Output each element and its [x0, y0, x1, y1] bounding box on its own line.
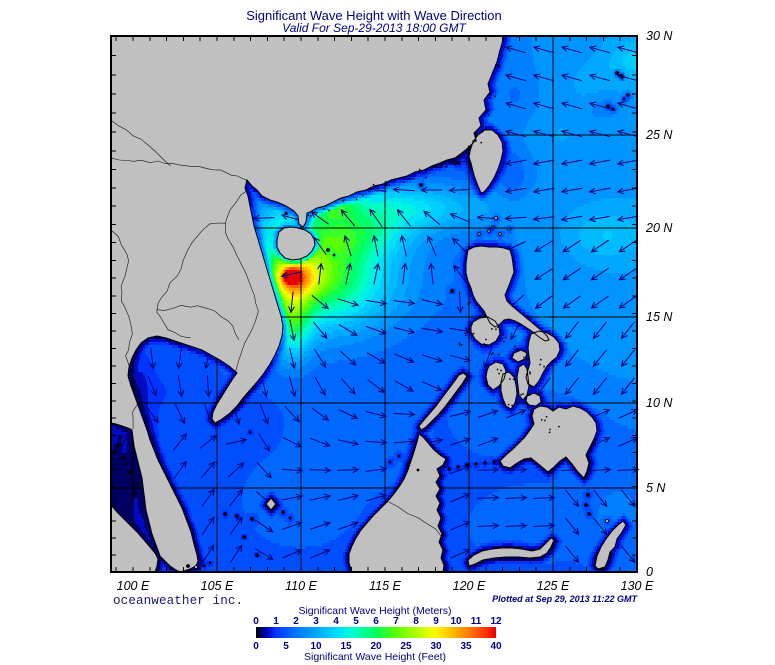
svg-text:40: 40: [490, 641, 502, 652]
svg-text:8: 8: [413, 616, 419, 627]
svg-text:5 N: 5 N: [646, 481, 666, 495]
svg-text:15: 15: [340, 641, 352, 652]
svg-text:9: 9: [433, 616, 439, 627]
svg-text:30 N: 30 N: [646, 29, 673, 43]
svg-text:6: 6: [373, 616, 379, 627]
svg-text:120 E: 120 E: [453, 579, 486, 593]
svg-text:100 E: 100 E: [117, 579, 150, 593]
svg-text:125 E: 125 E: [537, 579, 570, 593]
svg-text:105 E: 105 E: [201, 579, 234, 593]
svg-text:3: 3: [313, 616, 319, 627]
svg-text:Valid For Sep-29-2013 18:00 GM: Valid For Sep-29-2013 18:00 GMT: [282, 21, 467, 35]
svg-text:35: 35: [460, 641, 472, 652]
svg-text:15 N: 15 N: [646, 310, 673, 324]
svg-text:12: 12: [490, 616, 502, 627]
svg-text:0: 0: [253, 641, 259, 652]
svg-text:11: 11: [471, 616, 482, 627]
svg-text:115 E: 115 E: [369, 579, 401, 593]
svg-text:4: 4: [333, 616, 339, 627]
svg-text:Significant Wave Height (Meter: Significant Wave Height (Meters): [298, 605, 451, 617]
svg-text:30: 30: [430, 641, 442, 652]
svg-text:10 N: 10 N: [646, 396, 673, 410]
svg-text:1: 1: [273, 616, 279, 627]
svg-text:2: 2: [293, 616, 299, 627]
svg-text:oceanweather inc.: oceanweather inc.: [113, 594, 243, 608]
svg-text:0: 0: [646, 565, 653, 579]
svg-text:10: 10: [310, 641, 322, 652]
svg-text:Significant Wave Height (Feet): Significant Wave Height (Feet): [304, 651, 446, 663]
svg-text:130 E: 130 E: [621, 579, 654, 593]
svg-text:0: 0: [253, 616, 259, 627]
svg-text:20 N: 20 N: [645, 221, 673, 235]
svg-text:10: 10: [450, 616, 462, 627]
svg-text:25: 25: [400, 641, 412, 652]
svg-text:20: 20: [370, 641, 382, 652]
svg-text:110 E: 110 E: [285, 579, 317, 593]
svg-text:5: 5: [353, 616, 359, 627]
svg-text:Significant Wave Height with W: Significant Wave Height with Wave Direct…: [246, 8, 502, 23]
svg-text:5: 5: [283, 641, 289, 652]
svg-text:7: 7: [393, 616, 399, 627]
svg-text:25 N: 25 N: [645, 128, 673, 142]
svg-text:Plotted at Sep 29, 2013 11:22: Plotted at Sep 29, 2013 11:22 GMT: [492, 594, 638, 604]
